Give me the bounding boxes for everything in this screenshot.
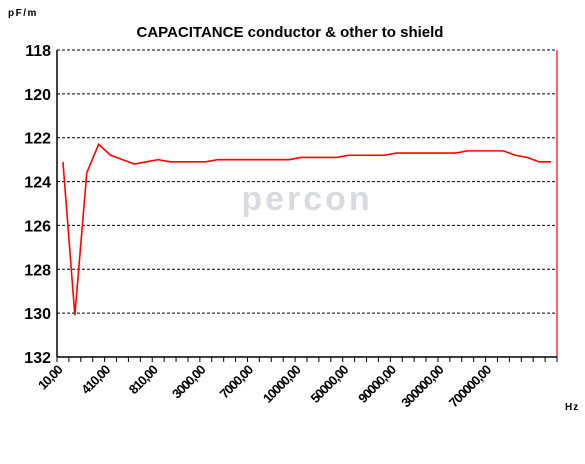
x-tick-label: 700000,00 bbox=[446, 362, 494, 410]
x-tick-label: 10000,00 bbox=[260, 362, 304, 406]
y-tick-label: 126 bbox=[24, 218, 51, 235]
chart-title: CAPACITANCE conductor & other to shield bbox=[137, 24, 444, 41]
x-tick-label: 50000,00 bbox=[307, 362, 351, 406]
x-tick-label: 7000,00 bbox=[217, 362, 256, 401]
y-tick-label: 122 bbox=[24, 131, 51, 148]
x-tick-label: 3000,00 bbox=[169, 362, 208, 401]
y-tick-label: 130 bbox=[24, 306, 51, 323]
watermark: percon bbox=[241, 180, 372, 218]
y-tick-label: 120 bbox=[24, 87, 51, 104]
y-tick-label: 124 bbox=[24, 175, 51, 192]
x-tick-label: 810,00 bbox=[126, 362, 161, 397]
line bbox=[62, 142, 552, 316]
y-tick-label: 118 bbox=[25, 43, 51, 60]
x-tick-label: 300000,00 bbox=[398, 362, 446, 410]
x-tick-label: 90000,00 bbox=[355, 362, 399, 406]
x-axis-label: Hz bbox=[565, 402, 579, 413]
x-tick-label: 410,00 bbox=[78, 362, 113, 397]
y-tick-label: 128 bbox=[24, 262, 51, 279]
y-axis-label: pF/m bbox=[8, 8, 38, 19]
y-tick-label: 132 bbox=[24, 350, 51, 367]
